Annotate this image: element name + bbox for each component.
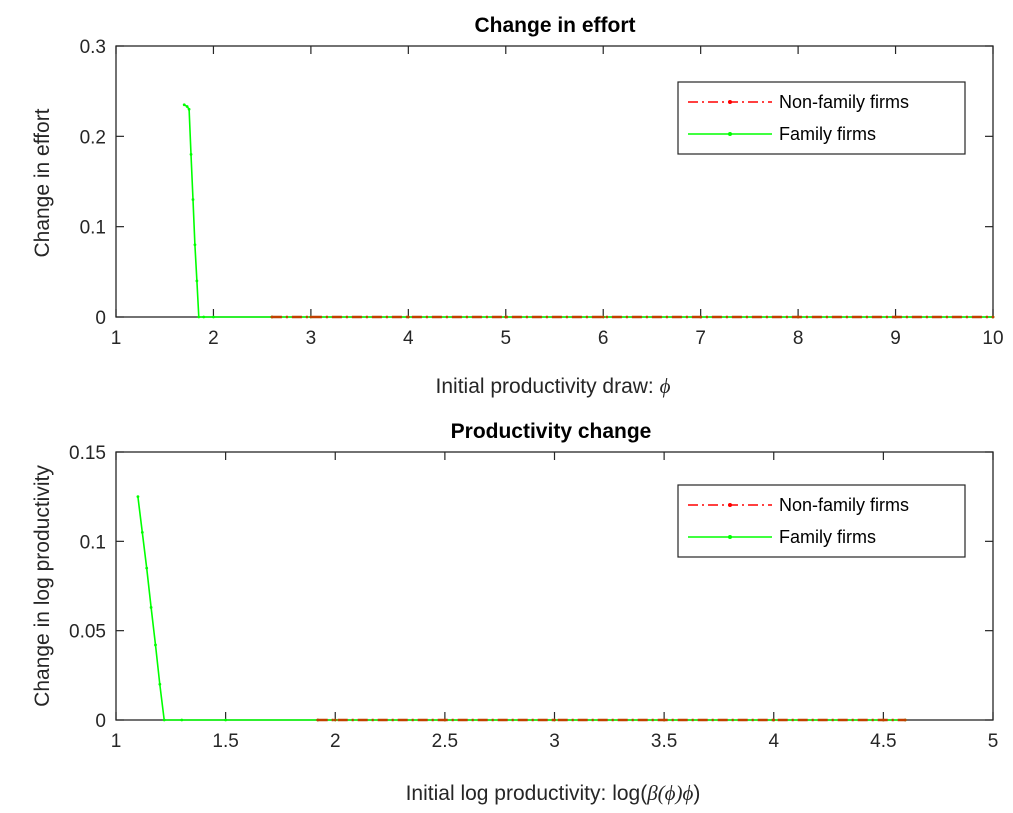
x-axis-label-text: Initial productivity draw: — [436, 375, 660, 398]
y-axis-label: Change in effort — [31, 108, 54, 257]
data-point — [699, 315, 703, 319]
legend-label: Non-family firms — [779, 495, 909, 515]
data-point — [202, 315, 206, 319]
y-tick-label: 0.05 — [69, 622, 106, 643]
y-axis-label: Change in log productivity — [31, 465, 54, 707]
data-point — [185, 105, 189, 108]
legend-box — [677, 81, 966, 155]
data-point — [197, 315, 201, 319]
legend-label: Family firms — [779, 124, 876, 144]
data-point — [195, 279, 199, 283]
data-point — [212, 315, 215, 319]
data-point — [772, 718, 776, 722]
x-tick-label: 6 — [598, 328, 609, 349]
x-tick-label: 2 — [208, 328, 219, 349]
x-axis-label-end: ) — [693, 782, 700, 805]
data-point — [796, 315, 800, 319]
data-point — [662, 718, 666, 722]
data-point — [443, 718, 447, 722]
axes-area: 1 1.5 2 2.5 3 3.5 4 4.5 5 0 0.05 0.1 0.15 Non-family … — [69, 443, 998, 752]
x-tick-label: 3.5 — [651, 731, 677, 752]
x-tick-label: 1 — [111, 328, 122, 349]
legend-marker — [728, 503, 732, 507]
data-point — [191, 198, 195, 201]
data-point — [333, 718, 337, 722]
data-point — [881, 718, 885, 722]
x-tick-label: 9 — [890, 328, 901, 349]
y-tick-label: 0.3 — [80, 37, 106, 58]
data-point — [224, 718, 228, 722]
axes-area: 1 2 3 4 5 6 7 8 9 10 0 0.1 0.2 0.3 Non-family firms Fam… — [80, 37, 1004, 349]
data-point — [140, 531, 144, 534]
data-point — [187, 107, 191, 111]
x-axis-label-text: Initial log productivity: log( — [406, 782, 648, 805]
data-point — [189, 153, 193, 156]
data-point — [553, 718, 556, 722]
chart-title: Change in effort — [475, 14, 636, 37]
data-point — [894, 315, 897, 319]
legend-label: Non-family firms — [779, 92, 909, 112]
data-point — [162, 718, 166, 722]
x-tick-label: 1.5 — [212, 731, 238, 752]
x-tick-label: 8 — [793, 328, 804, 349]
x-tick-label: 4 — [403, 328, 414, 349]
data-point — [180, 718, 184, 722]
y-tick-label: 0 — [95, 711, 106, 732]
data-point — [309, 315, 313, 319]
data-point — [406, 315, 410, 319]
y-tick-label: 0.1 — [80, 218, 106, 239]
data-point — [270, 315, 274, 319]
y-tick-label: 0.15 — [69, 443, 106, 464]
legend-marker — [728, 535, 732, 539]
data-point — [145, 566, 149, 570]
x-tick-label: 3 — [549, 731, 560, 752]
legend-marker — [728, 100, 732, 104]
data-point — [149, 606, 153, 609]
y-tick-label: 0 — [95, 308, 106, 329]
data-point — [316, 718, 320, 722]
data-point — [193, 243, 197, 247]
x-tick-label: 4.5 — [870, 731, 896, 752]
x-tick-label: 1 — [111, 731, 122, 752]
data-point — [154, 643, 157, 647]
x-axis-label-symbol: ϕ — [660, 374, 671, 398]
legend-label: Family firms — [779, 527, 876, 547]
x-axis-label: Initial productivity draw: ϕ — [436, 374, 671, 398]
x-tick-label: 5 — [500, 328, 511, 349]
x-axis-label: Initial log productivity: log(β(ϕ)ϕ) — [406, 781, 701, 805]
x-tick-label: 7 — [695, 328, 706, 349]
chart-title: Productivity change — [451, 420, 652, 443]
x-axis-label-symbol: β(ϕ)ϕ — [646, 781, 693, 805]
legend-marker — [728, 132, 732, 136]
y-tick-label: 0.1 — [80, 532, 106, 553]
data-point — [136, 495, 140, 499]
data-point — [991, 315, 995, 319]
data-point — [158, 682, 162, 686]
data-point — [903, 718, 907, 722]
legend-box — [677, 484, 966, 558]
data-point — [601, 315, 605, 319]
data-point — [504, 315, 508, 319]
x-tick-label: 5 — [988, 731, 999, 752]
x-tick-label: 2.5 — [432, 731, 458, 752]
productivity-subplot: Productivity change Change in log produc… — [31, 420, 998, 805]
data-point — [182, 103, 186, 107]
x-tick-label: 10 — [982, 328, 1003, 349]
effort-subplot: Change in effort Change in effort Initia… — [31, 14, 1004, 398]
x-tick-label: 3 — [306, 328, 317, 349]
x-tick-label: 2 — [330, 731, 341, 752]
x-tick-label: 4 — [768, 731, 779, 752]
y-tick-label: 0.2 — [80, 127, 106, 148]
